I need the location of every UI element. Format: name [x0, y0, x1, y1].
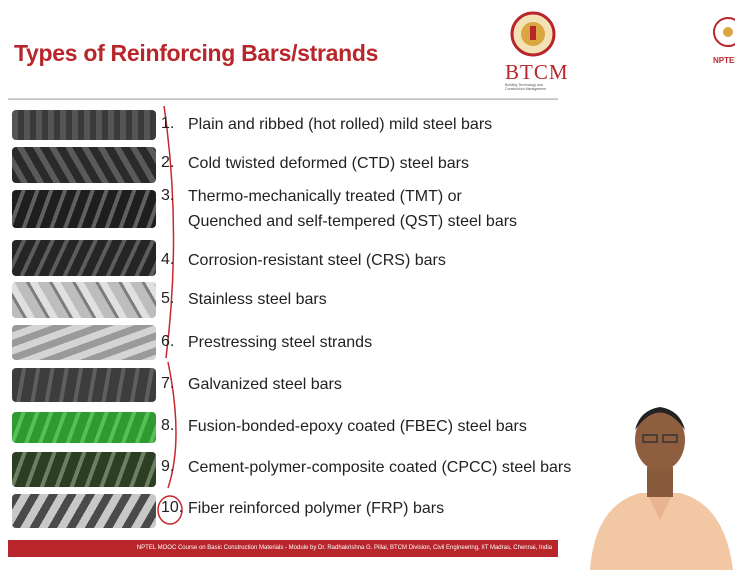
- item-text: Plain and ribbed (hot rolled) mild steel…: [188, 116, 493, 133]
- bar-image: [12, 282, 156, 318]
- item-text: Corrosion-resistant steel (CRS) bars: [188, 252, 446, 269]
- item-number: 9.: [161, 458, 175, 475]
- bar-image: [12, 368, 156, 402]
- item-text: Fiber reinforced polymer (FRP) bars: [188, 500, 445, 517]
- brackets: [157, 105, 183, 525]
- logo-subtitle: Building Technology and Construction Man…: [505, 83, 547, 91]
- item-text: Cold twisted deformed (CTD) steel bars: [188, 155, 469, 172]
- bar-image: [12, 325, 156, 360]
- bar-image: [12, 147, 156, 183]
- item-text: Quenched and self-tempered (QST) steel b…: [188, 213, 518, 230]
- item-text: Cement-polymer-composite coated (CPCC) s…: [188, 459, 572, 476]
- logo-text: BTCM: [505, 60, 569, 84]
- nptel-emblem: [713, 17, 735, 47]
- item-number: 7.: [161, 375, 175, 392]
- bar-image: [12, 412, 156, 443]
- bar-image: [12, 240, 156, 276]
- item-text: Prestressing steel strands: [188, 334, 373, 351]
- item-number: 4.: [161, 251, 175, 268]
- bar-image: [12, 452, 156, 487]
- item-text: Galvanized steel bars: [188, 376, 342, 393]
- item-number: 3.: [161, 187, 175, 204]
- item-number: 6.: [161, 333, 175, 350]
- presenter: [590, 407, 733, 570]
- nptel-logo: NPTEL: [713, 56, 735, 65]
- item-text: Thermo-mechanically treated (TMT) or: [188, 188, 462, 205]
- bar-image: [12, 494, 156, 528]
- item-number: 1.: [161, 115, 175, 132]
- bar-image: [12, 110, 156, 140]
- item-number: 8.: [161, 417, 175, 434]
- item-number: 5.: [161, 290, 175, 307]
- item-text: Fusion-bonded-epoxy coated (FBEC) steel …: [188, 418, 527, 435]
- item-text: Stainless steel bars: [188, 291, 327, 308]
- slide-title: Types of Reinforcing Bars/strands: [14, 40, 379, 66]
- item-number: 10.: [161, 499, 184, 516]
- item-number: 2.: [161, 154, 175, 171]
- logo-emblem: [510, 11, 556, 57]
- divider: [8, 98, 558, 100]
- footer: NPTEL MOOC Course on Basic Construction …: [8, 540, 558, 557]
- bar-image: [12, 190, 156, 228]
